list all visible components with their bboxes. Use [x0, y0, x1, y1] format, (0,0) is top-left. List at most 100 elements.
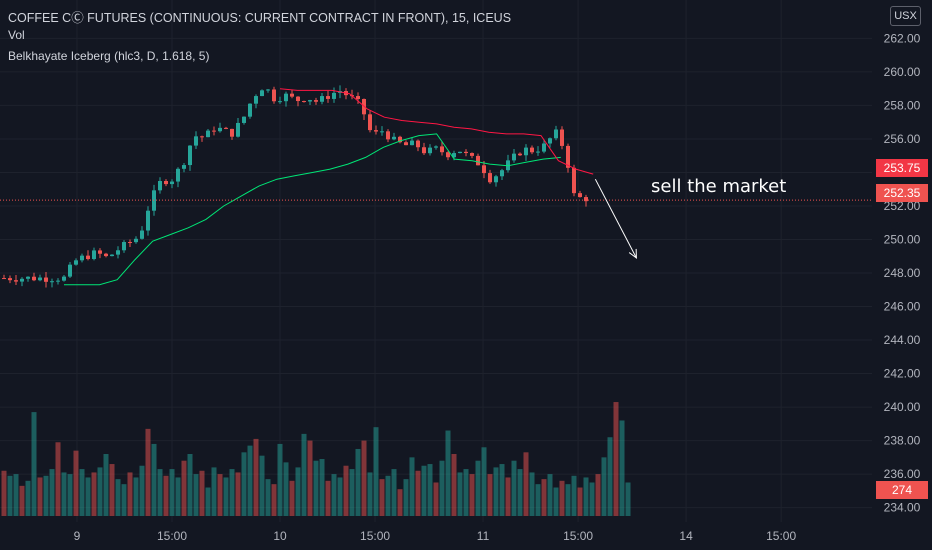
lower-band-line: [64, 133, 561, 286]
volume-bar: [373, 427, 379, 516]
candle-body: [356, 96, 360, 100]
candle-body: [542, 143, 546, 152]
candle-body: [68, 264, 72, 277]
volume-bar: [265, 479, 271, 516]
volume-bar: [613, 402, 619, 516]
volume-bar: [565, 484, 571, 516]
volume-bar: [571, 475, 577, 516]
candle-body: [56, 280, 60, 282]
volume-bar: [277, 443, 283, 516]
candle-body: [482, 165, 486, 174]
volume-bar: [67, 474, 73, 516]
volume-bar: [259, 455, 265, 516]
candle-body: [98, 250, 102, 254]
candle-body: [332, 92, 336, 99]
volume-bar: [523, 452, 529, 516]
volume-bar: [139, 465, 145, 516]
sell-annotation[interactable]: sell the market: [651, 176, 787, 197]
candle-body: [278, 101, 282, 103]
volume-bar: [163, 475, 169, 516]
volume-bar: [505, 477, 511, 516]
volume-bar: [469, 474, 475, 516]
candle-body: [566, 145, 570, 168]
volume-bar: [301, 433, 307, 516]
price-tick-label: 260.00: [884, 65, 921, 79]
volume-bar: [253, 438, 259, 516]
candle-body: [164, 181, 168, 185]
candle-body: [494, 176, 498, 183]
volume-bar: [367, 472, 373, 516]
volume-bar: [235, 472, 241, 516]
volume-bar: [511, 460, 517, 516]
candle-body: [176, 168, 180, 182]
volume-bar: [91, 472, 97, 516]
candle-body: [428, 147, 432, 154]
candle-body: [512, 153, 516, 161]
time-tick-label: 15:00: [360, 529, 390, 543]
volume-bar: [547, 474, 553, 516]
candle-body: [2, 278, 6, 280]
candle-body: [464, 151, 468, 154]
volume-bar: [559, 480, 565, 516]
volume-bar: [157, 469, 163, 516]
volume-bar: [487, 474, 493, 516]
candle-body: [434, 146, 438, 148]
volume-bar: [403, 479, 409, 516]
candle-body: [374, 130, 378, 132]
currency-button[interactable]: USX: [890, 6, 921, 26]
upper-band-line: [279, 88, 594, 175]
volume-bar: [529, 472, 535, 516]
candle-body: [320, 96, 324, 102]
chart-title: COFFEE CⒸ FUTURES (CONTINUOUS: CURRENT C…: [8, 11, 512, 25]
volume-bar: [49, 469, 55, 516]
candle-body: [488, 173, 492, 183]
candle-body: [158, 181, 162, 191]
candle-body: [530, 147, 534, 153]
upper-band-price-badge: 253.75: [876, 159, 928, 177]
price-tick-label: 252.00: [884, 199, 921, 213]
volume-bar: [499, 464, 505, 516]
candle-body: [218, 127, 222, 132]
volume-bar: [223, 477, 229, 516]
price-tick-label: 240.00: [884, 400, 921, 414]
volume-bar: [349, 469, 355, 516]
price-tick-label: 258.00: [884, 98, 921, 112]
price-tick-label: 250.00: [884, 232, 921, 246]
volume-bar: [397, 489, 403, 516]
volume-bar: [331, 474, 337, 516]
volume-bar: [7, 475, 13, 516]
price-tick-label: 242.00: [884, 367, 921, 381]
candle-body: [152, 190, 156, 211]
volume-bar: [319, 459, 325, 516]
candle-body: [32, 276, 36, 281]
price-tick-label: 244.00: [884, 333, 921, 347]
candle-body: [446, 152, 450, 158]
candle-body: [8, 278, 12, 281]
volume-bar: [61, 472, 67, 516]
volume-bar: [151, 443, 157, 516]
candle-body: [422, 147, 426, 154]
volume-bar: [289, 480, 295, 516]
volume-legend[interactable]: Vol: [8, 28, 25, 42]
volume-bar: [577, 487, 583, 516]
volume-bar: [541, 479, 547, 516]
volume-bar: [19, 485, 25, 516]
candle-body: [260, 90, 264, 97]
volume-bar: [379, 479, 385, 516]
indicator-legend[interactable]: Belkhayate Iceberg (hlc3, D, 1.618, 5): [8, 49, 210, 63]
volume-bar: [463, 469, 469, 516]
candle-body: [254, 96, 258, 104]
candle-body: [416, 140, 420, 148]
volume-bar: [385, 475, 391, 516]
volume-bar: [307, 440, 313, 516]
volume-bar: [187, 453, 193, 516]
price-tick-label: 262.00: [884, 31, 921, 45]
volume-bar: [241, 452, 247, 516]
price-tick-label: 246.00: [884, 300, 921, 314]
volume-bar: [355, 448, 361, 516]
time-tick-label: 15:00: [563, 529, 593, 543]
candle-body: [368, 114, 372, 131]
candle-body: [518, 153, 522, 156]
volume-bar: [145, 428, 151, 516]
